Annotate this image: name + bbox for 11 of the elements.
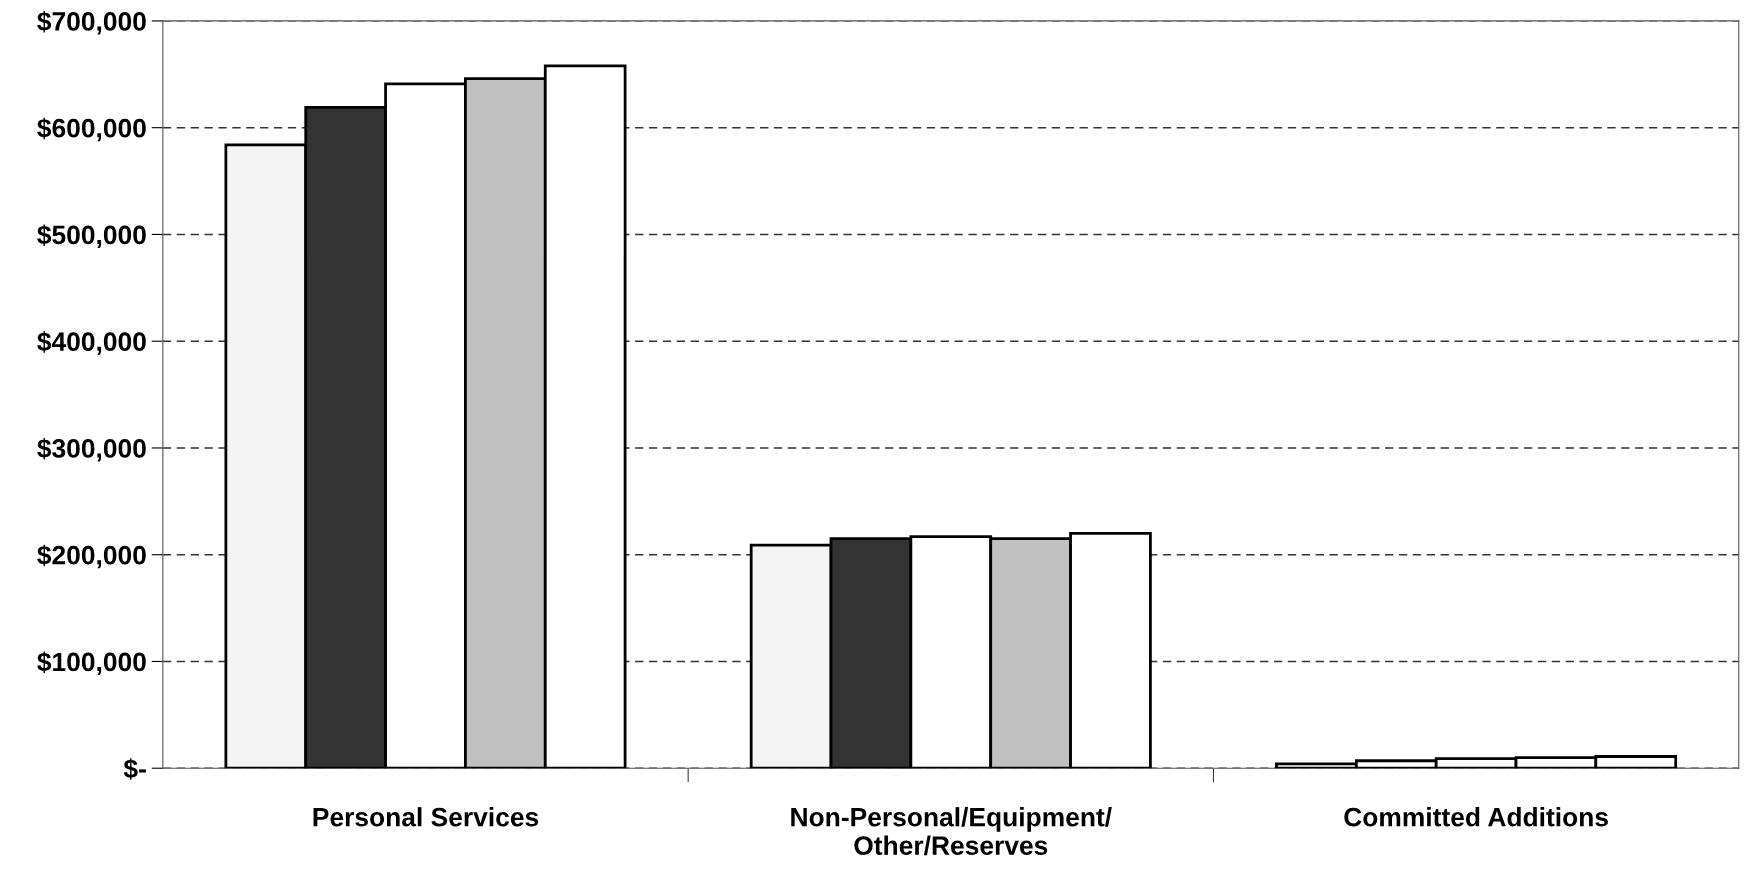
y-tick-label: $500,000 [37, 224, 146, 249]
x-tick-label: Personal Services [313, 807, 539, 827]
y-tick-label: $- [123, 758, 146, 780]
y-tick-label: $300,000 [37, 437, 146, 462]
y-tick-label: $400,000 [37, 331, 146, 355]
x-tick-label: Committed Additions [1344, 807, 1608, 827]
y-tick-label: $100,000 [37, 651, 146, 676]
y-tick-label: $600,000 [37, 117, 146, 142]
y-tick-label: $200,000 [37, 544, 146, 569]
x-tick-label: Non-Personal/Equipment/ Other/Reserves [791, 807, 1112, 856]
y-tick-label: $700,000 [37, 10, 146, 35]
